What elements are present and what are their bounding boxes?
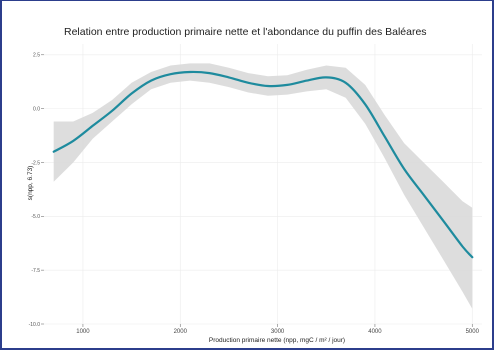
grid-lines bbox=[44, 44, 482, 325]
x-tick-label-1: 2000 bbox=[174, 329, 188, 335]
y-tick-label-4: -7.5 bbox=[31, 268, 40, 274]
series-line-0 bbox=[52, 70, 474, 259]
y-axis-ticks: 2.5 0.0 -2.5 -5.0 -7.5 -10.0 bbox=[29, 53, 44, 328]
y-tick-label-3: -5.0 bbox=[31, 214, 40, 220]
confidence-band bbox=[53, 63, 473, 309]
y-tick-label-1: 0.0 bbox=[33, 106, 40, 112]
x-axis-ticks: 1000 2000 3000 4000 5000 bbox=[76, 324, 480, 335]
x-tick-label-2: 3000 bbox=[271, 329, 285, 335]
series-group bbox=[52, 70, 474, 259]
y-tick-label-5: -10.0 bbox=[29, 322, 41, 328]
confidence-band-0 bbox=[53, 63, 473, 309]
x-axis-label: Production primaire nette (npp, mgC / m²… bbox=[209, 337, 345, 344]
y-tick-label-0: 2.5 bbox=[33, 53, 40, 59]
x-tick-label-3: 4000 bbox=[368, 329, 382, 335]
y-tick-label-2: -2.5 bbox=[31, 160, 40, 166]
x-tick-label-0: 1000 bbox=[76, 329, 90, 335]
x-tick-label-4: 5000 bbox=[466, 329, 480, 335]
y-axis-label: s(npp, 6.73) bbox=[27, 166, 34, 201]
chart-title: Relation entre production primaire nette… bbox=[64, 26, 427, 38]
